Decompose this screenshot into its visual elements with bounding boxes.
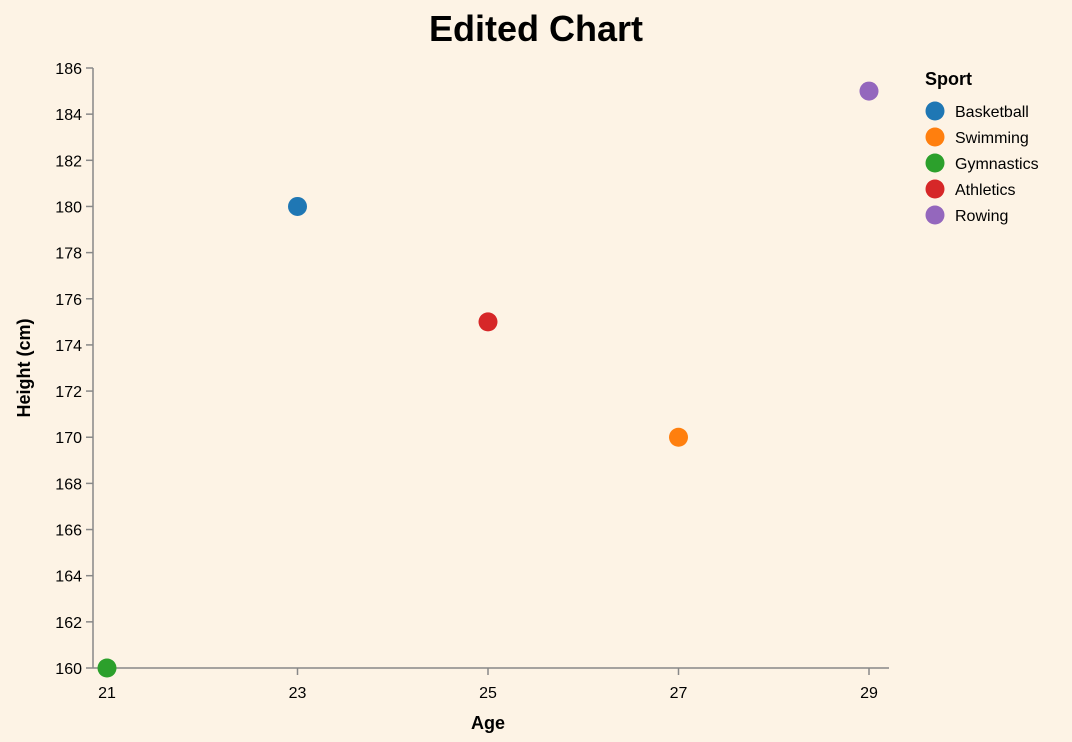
- x-axis: 21 23 25 27 29: [93, 667, 889, 702]
- y-tick-label: 186: [55, 61, 82, 78]
- y-tick-label: 172: [55, 384, 82, 401]
- y-tick-label: 184: [55, 107, 82, 124]
- legend-label: Gymnastics: [955, 156, 1039, 173]
- data-point-swimming: [669, 427, 688, 447]
- data-points: [97, 81, 879, 678]
- legend-label: Swimming: [955, 130, 1029, 147]
- y-tick-label: 174: [55, 338, 82, 355]
- y-tick-label: 162: [55, 615, 82, 632]
- y-axis: 160 162 164 166 168 170 172 174 176 178 180 182 184 1…: [55, 61, 94, 678]
- data-point-gymnastics: [97, 658, 117, 678]
- legend-swatch: [925, 205, 945, 225]
- y-tick-label: 170: [55, 430, 82, 447]
- y-tick-label: 160: [55, 661, 82, 678]
- x-tick-label: 25: [479, 685, 497, 702]
- y-tick-label: 180: [55, 199, 82, 216]
- y-tick-label: 168: [55, 476, 82, 493]
- y-tick-label: 166: [55, 523, 82, 540]
- legend-title: Sport: [925, 69, 972, 89]
- legend: Sport Basketball Swimming Gymnastics Athlet…: [925, 69, 1039, 225]
- legend-label: Athletics: [955, 182, 1015, 199]
- x-tick-label: 29: [860, 685, 878, 702]
- y-axis-title: Height (cm): [14, 318, 34, 417]
- legend-swatch: [925, 153, 945, 173]
- legend-label: Rowing: [955, 208, 1008, 225]
- legend-swatch: [925, 101, 945, 121]
- x-tick-label: 21: [98, 685, 116, 702]
- x-axis-title: Age: [471, 713, 505, 733]
- y-tick-label: 178: [55, 246, 82, 263]
- data-point-athletics: [478, 312, 498, 332]
- x-tick-label: 27: [670, 685, 688, 702]
- legend-swatch: [925, 127, 945, 147]
- legend-swatch: [925, 179, 945, 199]
- data-point-basketball: [288, 196, 307, 216]
- y-tick-label: 164: [55, 569, 82, 586]
- chart-title: Edited Chart: [429, 8, 643, 49]
- x-tick-label: 23: [289, 685, 307, 702]
- y-tick-label: 182: [55, 153, 82, 170]
- legend-label: Basketball: [955, 104, 1029, 121]
- y-tick-label: 176: [55, 292, 82, 309]
- data-point-rowing: [859, 81, 879, 101]
